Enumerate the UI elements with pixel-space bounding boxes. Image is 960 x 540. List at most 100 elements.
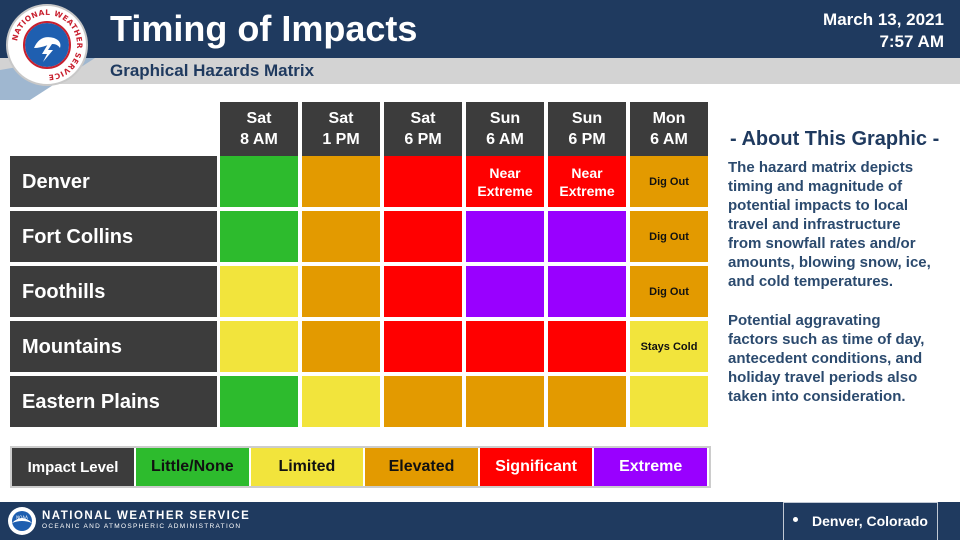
footer-bar xyxy=(0,502,960,540)
issue-datetime: March 13, 2021 7:57 AM xyxy=(823,9,944,53)
row-header: Foothills xyxy=(10,266,217,319)
about-line: amounts, blowing snow, ice, xyxy=(728,254,931,271)
column-header: Sat 1 PM xyxy=(302,102,382,156)
parent-agency: OCEANIC AND ATMOSPHERIC ADMINISTRATION xyxy=(42,523,242,530)
column-header: Sun 6 AM xyxy=(466,102,546,156)
matrix-cell xyxy=(548,321,628,374)
cell-text: Near Extreme xyxy=(477,164,533,199)
matrix-cell xyxy=(630,376,710,429)
row-header: Denver xyxy=(10,156,217,209)
legend-item-significant: Significant xyxy=(479,448,595,486)
matrix-cell xyxy=(466,321,546,374)
noaa-text: NOAA xyxy=(16,515,28,520)
matrix-cell xyxy=(384,156,464,209)
about-line: from snowfall rates and/or xyxy=(728,235,916,252)
footer-agency: NATIONAL WEATHER SERVICE OCEANIC AND ATM… xyxy=(42,510,250,530)
column-time: 8 AM xyxy=(240,131,278,148)
legend-item-elevated: Elevated xyxy=(365,448,480,486)
column-day: Sat xyxy=(410,110,436,127)
about-line: timing and magnitude of xyxy=(728,178,903,195)
matrix-cell: Near Extreme xyxy=(466,156,546,209)
column-header: Sat 6 PM xyxy=(384,102,464,156)
about-title: - About This Graphic - xyxy=(730,128,940,150)
row-header: Eastern Plains xyxy=(10,376,217,429)
row-header: Mountains xyxy=(10,321,217,374)
matrix-cell xyxy=(302,376,382,429)
matrix-cell xyxy=(466,211,546,264)
matrix-cell xyxy=(548,376,628,429)
matrix-cell xyxy=(384,211,464,264)
matrix-cell xyxy=(548,266,628,319)
matrix-cell xyxy=(302,321,382,374)
subheader-bar xyxy=(0,58,960,84)
column-day: Sat xyxy=(246,110,272,127)
impact-legend: Impact Level Little/None Limited Elevated Si… xyxy=(10,446,711,488)
about-paragraph-2: Potential aggravating factors such as ti… xyxy=(728,311,950,406)
column-time: 6 AM xyxy=(486,131,524,148)
about-line: factors such as time of day, xyxy=(728,331,925,348)
issue-date: March 13, 2021 xyxy=(823,10,944,29)
matrix-cell xyxy=(384,266,464,319)
column-day: Mon xyxy=(652,110,686,127)
column-day: Sun xyxy=(489,110,521,127)
about-line: The hazard matrix depicts xyxy=(728,159,914,176)
about-line: potential impacts to local xyxy=(728,197,909,214)
matrix-cell xyxy=(548,211,628,264)
cell-text: Stays Cold xyxy=(640,340,698,353)
matrix-cell xyxy=(384,376,464,429)
matrix-cell xyxy=(466,266,546,319)
agency-name: NATIONAL WEATHER SERVICE xyxy=(42,510,251,522)
matrix-cell xyxy=(302,211,382,264)
nws-logo: NATIONAL WEATHER SERVICE xyxy=(6,4,88,86)
about-line: travel and infrastructure xyxy=(728,216,901,233)
column-day: Sun xyxy=(571,110,603,127)
issue-time: 7:57 AM xyxy=(879,32,944,51)
matrix-cell xyxy=(220,156,300,209)
office-name: Denver, Colorado xyxy=(812,513,928,529)
matrix-cell xyxy=(220,321,300,374)
column-time: 1 PM xyxy=(322,131,360,148)
column-day: Sat xyxy=(328,110,354,127)
legend-label: Impact Level xyxy=(12,448,136,486)
row-header: Fort Collins xyxy=(10,211,217,264)
cell-text: Dig Out xyxy=(649,230,689,243)
matrix-cell: Dig Out xyxy=(630,156,710,209)
legend-item-extreme: Extreme xyxy=(594,448,709,486)
office-bullet xyxy=(793,517,798,522)
about-line: and cold temperatures. xyxy=(728,273,894,290)
column-header: Sat 8 AM xyxy=(220,102,300,156)
noaa-seal-icon: NOAA xyxy=(9,508,35,534)
matrix-cell xyxy=(384,321,464,374)
matrix-cell xyxy=(220,211,300,264)
matrix-cell xyxy=(302,156,382,209)
matrix-cell xyxy=(220,266,300,319)
about-line: taken into consideration. xyxy=(728,388,906,405)
matrix-cell: Dig Out xyxy=(630,266,710,319)
matrix-cell: Dig Out xyxy=(630,211,710,264)
cell-text: Dig Out xyxy=(649,285,689,298)
matrix-cell: Stays Cold xyxy=(630,321,710,374)
noaa-logo: NOAA xyxy=(8,507,36,535)
cell-text: Near Extreme xyxy=(559,164,615,199)
about-line: holiday travel periods also xyxy=(728,369,918,386)
page-subtitle: Graphical Hazards Matrix xyxy=(110,61,315,80)
matrix-cell xyxy=(466,376,546,429)
matrix-cell: Near Extreme xyxy=(548,156,628,209)
legend-item-limited: Limited xyxy=(250,448,366,486)
nws-seal-icon: NATIONAL WEATHER SERVICE xyxy=(10,8,84,82)
page-title: Timing of Impacts xyxy=(110,8,418,49)
cell-text: Dig Out xyxy=(649,175,689,188)
matrix-cell xyxy=(220,376,300,429)
office-box xyxy=(783,502,938,540)
legend-item-little: Little/None xyxy=(136,448,251,486)
column-header: Mon 6 AM xyxy=(630,102,710,156)
about-paragraph-1: The hazard matrix depicts timing and mag… xyxy=(728,158,950,291)
column-header: Sun 6 PM xyxy=(548,102,628,156)
matrix-cell xyxy=(302,266,382,319)
header-bar xyxy=(0,0,960,60)
column-time: 6 PM xyxy=(568,131,606,148)
about-line: Potential aggravating xyxy=(728,312,881,329)
column-time: 6 AM xyxy=(650,131,688,148)
column-time: 6 PM xyxy=(404,131,442,148)
about-line: antecedent conditions, and xyxy=(728,350,923,367)
